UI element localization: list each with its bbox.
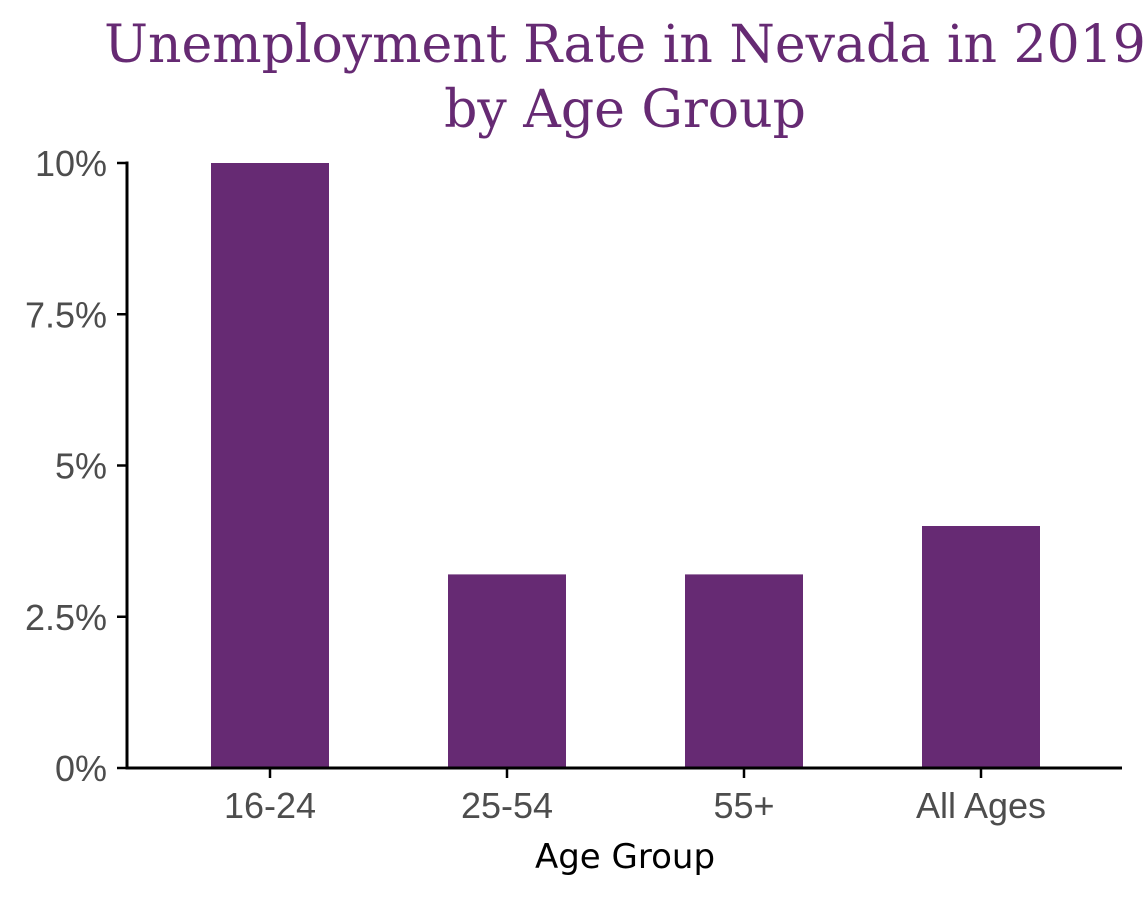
x-tick-label: 25-54 xyxy=(461,785,553,826)
x-axis-title: Age Group xyxy=(535,837,715,877)
bars xyxy=(211,163,1040,768)
bar-all-ages xyxy=(922,526,1040,768)
chart-title-line-2: by Age Group xyxy=(444,80,806,140)
y-tick-label: 2.5% xyxy=(25,597,107,638)
bar-25-54 xyxy=(448,574,566,768)
chart-title-line-1: Unemployment Rate in Nevada in 2019 xyxy=(104,15,1146,75)
x-tick-label: All Ages xyxy=(916,785,1046,826)
bar-16-24 xyxy=(211,163,329,768)
y-axis: 0% 2.5% 5% 7.5% 10% xyxy=(25,143,129,789)
y-tick-label: 7.5% xyxy=(25,294,107,335)
bar-55- xyxy=(685,574,803,768)
y-tick-label: 5% xyxy=(55,446,107,487)
y-tick-label: 10% xyxy=(35,143,107,184)
x-tick-label: 55+ xyxy=(713,785,774,826)
y-tick-label: 0% xyxy=(55,748,107,789)
x-tick-label: 16-24 xyxy=(224,785,316,826)
x-axis: 16-24 25-54 55+ All Ages xyxy=(125,766,1122,826)
chart-title: Unemployment Rate in Nevada in 2019 by A… xyxy=(104,15,1146,140)
